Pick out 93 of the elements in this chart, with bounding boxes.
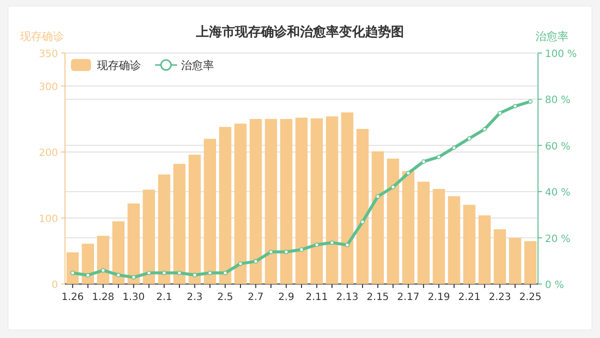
bar <box>326 116 338 284</box>
point <box>86 273 90 278</box>
legend-label: 现存确诊 <box>97 59 141 72</box>
x-tick-label: 2.9 <box>278 292 294 303</box>
point <box>238 261 243 266</box>
bar <box>402 171 414 284</box>
bar <box>524 241 536 284</box>
x-tick-label: 2.11 <box>306 292 328 303</box>
bar <box>463 204 476 284</box>
point <box>192 272 197 278</box>
y-axis-title: 现存确诊 <box>20 30 64 43</box>
y-tick-label: 300 <box>38 82 58 93</box>
bar <box>280 119 292 284</box>
y-tick-label: 100 <box>38 214 58 225</box>
y2-tick-label: 20 % <box>545 234 570 245</box>
point <box>146 270 152 276</box>
x-tick-label: 2.15 <box>366 292 389 303</box>
y-tick-label: 200 <box>38 148 58 159</box>
point <box>314 242 319 247</box>
point <box>467 136 472 141</box>
x-tick-label: 1.26 <box>61 292 84 303</box>
legend-label: 治愈率 <box>181 59 214 72</box>
bar <box>158 174 170 284</box>
point <box>436 154 442 160</box>
x-tick-label: 2.13 <box>336 292 358 303</box>
point <box>162 270 166 276</box>
bar <box>234 124 247 284</box>
point <box>131 275 136 280</box>
bar <box>112 221 125 284</box>
bar <box>310 118 323 284</box>
point <box>376 194 380 199</box>
y-tick-label: 0 <box>52 280 58 291</box>
point <box>406 170 411 176</box>
point <box>421 159 426 164</box>
point <box>452 146 456 150</box>
bar <box>204 138 216 284</box>
y2-tick-label: 40 % <box>545 188 570 199</box>
point <box>299 247 304 252</box>
x-tick-label: 2.25 <box>519 292 542 303</box>
bar <box>188 154 201 284</box>
x-tick-label: 2.5 <box>217 292 234 303</box>
point <box>390 184 396 190</box>
point <box>498 110 502 116</box>
bar <box>219 126 232 284</box>
bar <box>142 190 156 284</box>
bar <box>97 236 110 284</box>
bar <box>250 119 262 284</box>
bar <box>341 112 354 284</box>
bar <box>386 158 400 284</box>
bar <box>128 203 140 284</box>
y2-axis-title: 治愈率 <box>536 30 568 43</box>
y2-tick-label: 0 % <box>545 280 564 291</box>
x-tick-label: 2.21 <box>458 292 480 303</box>
x-tick-label: 2.3 <box>186 292 203 303</box>
x-tick-label: 2.1 <box>156 292 172 303</box>
point <box>254 259 258 264</box>
bar <box>432 188 445 284</box>
point <box>330 240 334 245</box>
x-tick-label: 1.30 <box>122 292 145 303</box>
x-tick-label: 2.7 <box>248 292 264 303</box>
point <box>70 270 75 276</box>
bar <box>356 128 369 284</box>
y-tick-label: 350 <box>38 49 58 60</box>
point <box>223 270 228 276</box>
x-tick-label: 1.28 <box>92 292 114 303</box>
bar <box>82 244 94 284</box>
bar <box>478 215 491 284</box>
x-tick-label: 2.23 <box>488 292 511 303</box>
x-tick-label: 2.17 <box>397 292 420 303</box>
x-tick-label: 2.19 <box>428 292 450 303</box>
bar <box>264 119 278 284</box>
point <box>512 104 518 108</box>
bar <box>372 151 384 284</box>
bar <box>295 118 308 284</box>
bar <box>448 196 460 284</box>
y2-tick-label: 80 % <box>545 95 570 106</box>
point <box>284 250 288 254</box>
bar <box>417 182 430 284</box>
point <box>177 270 182 276</box>
bar <box>494 229 506 284</box>
y2-tick-label: 60 % <box>545 141 570 152</box>
point <box>100 268 106 273</box>
point <box>208 270 212 276</box>
point <box>345 242 350 248</box>
point <box>482 127 487 132</box>
point <box>116 272 121 278</box>
point <box>528 99 533 104</box>
point <box>360 220 365 224</box>
point <box>268 250 274 254</box>
chart-title: 上海市现存确诊和治愈率变化趋势图 <box>195 24 404 40</box>
bar <box>509 238 522 284</box>
bar <box>173 164 186 284</box>
y2-tick-label: 100 % <box>545 49 577 60</box>
